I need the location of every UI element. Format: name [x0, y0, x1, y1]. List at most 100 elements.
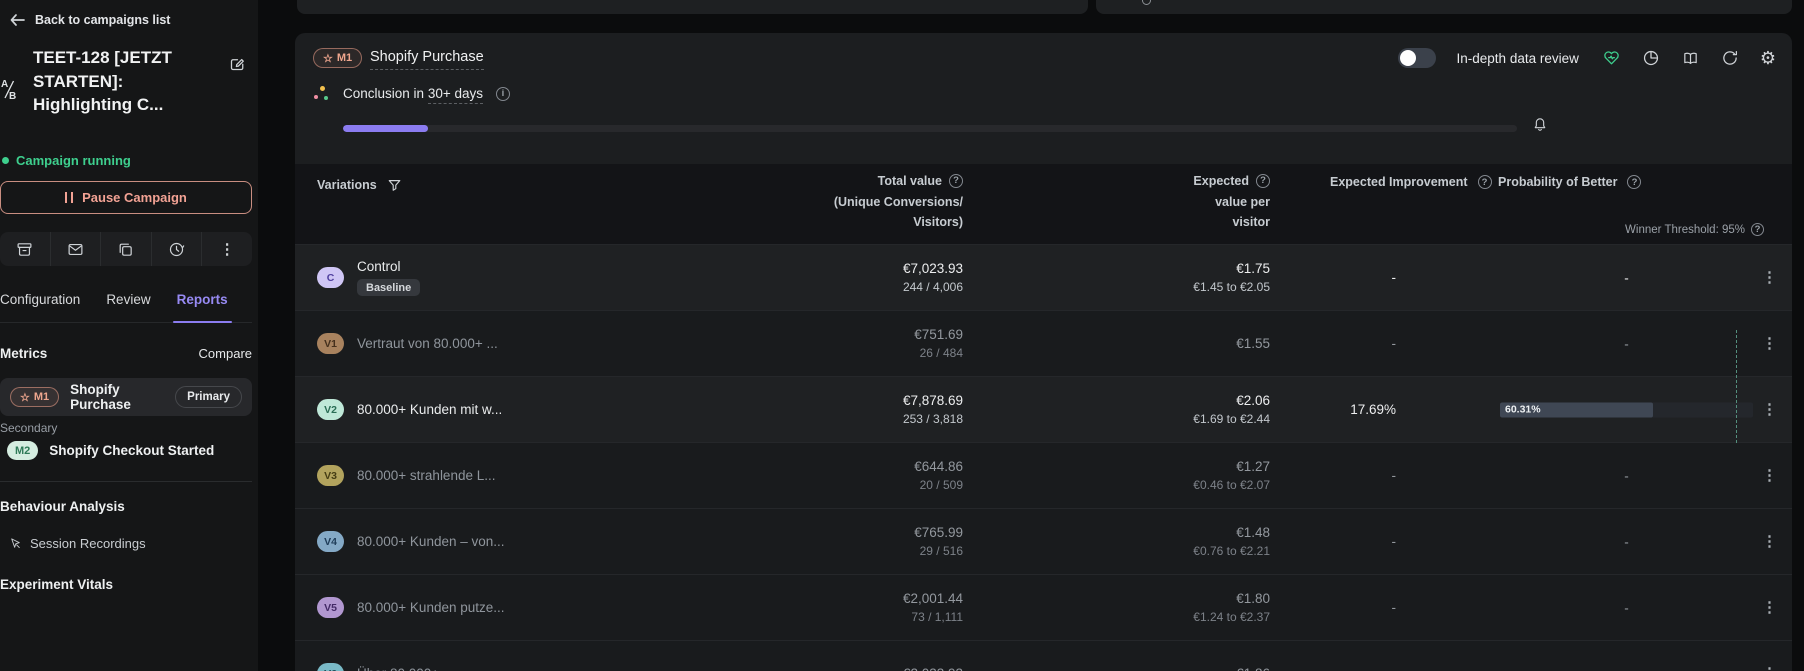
top-bar-card-left: [297, 0, 1088, 14]
total-value-cell: €7,023.93 244 / 4,006: [668, 261, 963, 294]
top-bar-card-right: [1096, 0, 1792, 14]
table-row[interactable]: V4 80.000+ Kunden – von... €765.99 29 / …: [295, 508, 1792, 574]
tab-review[interactable]: Review: [106, 292, 151, 307]
row-kebab-menu-button[interactable]: ⋮: [1762, 400, 1777, 418]
report-toolbar: In-depth data review ⚙: [1397, 48, 1776, 68]
email-button[interactable]: [49, 232, 101, 266]
table-header: Variations Total value? (Unique Conversi…: [295, 164, 1792, 244]
row-menu: ⋮: [1756, 401, 1792, 419]
row-kebab-menu-button[interactable]: ⋮: [1762, 532, 1777, 550]
table-row[interactable]: V2 80.000+ Kunden mit w... €7,878.69 253…: [295, 376, 1792, 442]
total-value: €765.99: [914, 525, 963, 540]
docs-button[interactable]: [1681, 50, 1700, 67]
total-value-cell: €765.99 29 / 516: [668, 525, 963, 558]
toggle-knob: [1399, 50, 1416, 66]
variation-badge: C: [317, 267, 344, 288]
expected-value-cell: €2.06 €1.69 to €2.44: [963, 393, 1270, 426]
tab-configuration[interactable]: Configuration: [0, 292, 81, 307]
expected-improvement-cell: 17.69%: [1350, 402, 1396, 417]
table-row[interactable]: V6 Über 80.000+ ... €2,033.93 €1.86 - - …: [295, 640, 1792, 671]
sidebar-tabs: Configuration Review Reports: [0, 292, 252, 323]
pause-campaign-button[interactable]: Pause Campaign: [0, 181, 252, 214]
expected-value-cell: €1.27 €0.46 to €2.07: [963, 459, 1270, 492]
archive-icon: [17, 242, 32, 256]
col-probability-of-better: Probability of Better?: [1498, 175, 1642, 189]
table-row[interactable]: V1 Vertraut von 80.000+ ... €751.69 26 /…: [295, 310, 1792, 376]
back-to-campaigns-link[interactable]: Back to campaigns list: [10, 13, 170, 27]
help-icon[interactable]: ?: [1256, 174, 1270, 189]
session-recordings-label: Session Recordings: [30, 536, 146, 551]
refresh-button[interactable]: [1721, 49, 1739, 67]
probability-placeholder: -: [1624, 336, 1629, 351]
help-icon[interactable]: ?: [949, 174, 963, 189]
row-kebab-menu-button[interactable]: ⋮: [1762, 466, 1777, 484]
expected-value: €1.27: [1236, 459, 1270, 474]
variation-cell: V5 80.000+ Kunden putze...: [295, 597, 668, 618]
back-link-label: Back to campaigns list: [35, 13, 171, 27]
help-icon[interactable]: ?: [1751, 223, 1764, 236]
campaign-title: TEET-128 [JETZT STARTEN]: Highlighting C…: [33, 48, 172, 114]
table-row[interactable]: C Control Baseline €7,023.93 244 / 4,006…: [295, 244, 1792, 310]
row-kebab-menu-button[interactable]: ⋮: [1762, 334, 1777, 352]
conclusion-status: Conclusion in 30+ days i: [313, 85, 510, 104]
row-kebab-menu-button[interactable]: ⋮: [1762, 268, 1777, 286]
conversion-ratio: 29 / 516: [919, 544, 963, 558]
variation-name: Über 80.000+ ...: [357, 666, 454, 671]
expected-improvement-cell: -: [1391, 600, 1397, 615]
col-expected-value: Expected? value per visitor: [1193, 174, 1270, 229]
conclusion-days[interactable]: 30+ days: [427, 86, 483, 104]
metric-m2-badge: M2: [7, 441, 39, 460]
variation-name: 80.000+ Kunden – von...: [357, 534, 505, 549]
compare-link[interactable]: Compare: [198, 346, 252, 361]
pause-icon: [65, 192, 74, 203]
pause-button-label: Pause Campaign: [82, 190, 187, 205]
help-icon[interactable]: ?: [1627, 175, 1642, 189]
variation-name: 80.000+ Kunden putze...: [357, 600, 505, 615]
history-button[interactable]: [150, 232, 202, 266]
conversion-ratio: 20 / 509: [919, 478, 963, 492]
filter-funnel-icon[interactable]: [388, 179, 401, 192]
row-menu: ⋮: [1756, 467, 1792, 485]
probability-cell: -: [1400, 575, 1753, 640]
in-depth-toggle[interactable]: [1397, 48, 1436, 68]
metric-title-dropdown[interactable]: Shopify Purchase: [370, 49, 484, 70]
metric-m1-badge: ☆ M1: [10, 387, 60, 407]
table-row[interactable]: V5 80.000+ Kunden putze... €2,001.44 73 …: [295, 574, 1792, 640]
expected-value-cell: €1.86: [963, 666, 1270, 671]
notification-bell-button[interactable]: [1532, 115, 1548, 132]
traffic-split-button[interactable]: [1642, 49, 1660, 67]
archive-button[interactable]: [0, 232, 50, 266]
settings-button[interactable]: ⚙: [1760, 49, 1776, 67]
secondary-heading: Secondary: [0, 421, 58, 435]
kebab-icon: ⋮: [219, 240, 235, 258]
variation-name: 80.000+ strahlende L...: [357, 468, 496, 483]
row-kebab-menu-button[interactable]: ⋮: [1756, 661, 1783, 671]
sidebar-item-session-recordings[interactable]: Session Recordings: [9, 536, 146, 551]
bell-icon: [1534, 118, 1546, 131]
open-book-icon: [1684, 52, 1697, 64]
metric-item-shopify-checkout[interactable]: M2 Shopify Checkout Started: [7, 441, 214, 460]
expected-value: €1.48: [1236, 525, 1270, 540]
variation-cell: V3 80.000+ strahlende L...: [295, 465, 668, 486]
table-row[interactable]: V3 80.000+ strahlende L... €644.86 20 / …: [295, 442, 1792, 508]
duplicate-button[interactable]: [100, 232, 151, 266]
expected-improvement-cell: -: [1391, 336, 1397, 351]
report-header: ☆ M1 Shopify Purchase In-depth data revie…: [295, 33, 1792, 164]
info-icon[interactable]: i: [495, 86, 510, 101]
metric-item-shopify-purchase[interactable]: ☆ M1 Shopify Purchase Primary: [0, 378, 252, 416]
campaign-status: Campaign running: [2, 153, 131, 168]
expected-value: €2.06: [1236, 393, 1270, 408]
variation-name: 80.000+ Kunden mit w...: [357, 402, 503, 417]
variation-cell: V4 80.000+ Kunden – von...: [295, 531, 668, 552]
tab-reports[interactable]: Reports: [172, 292, 232, 323]
help-icon[interactable]: ?: [1477, 175, 1492, 189]
row-kebab-menu-button[interactable]: ⋮: [1762, 598, 1777, 616]
sidebar-divider: [0, 481, 252, 482]
more-actions-button[interactable]: ⋮: [201, 232, 252, 266]
experiment-health-button[interactable]: [1602, 49, 1621, 67]
probability-cell: -: [1400, 443, 1753, 508]
total-value: €7,023.93: [902, 261, 963, 276]
edit-title-icon[interactable]: [230, 56, 245, 71]
sidebar-item-experiment-vitals[interactable]: Experiment Vitals: [0, 577, 114, 592]
